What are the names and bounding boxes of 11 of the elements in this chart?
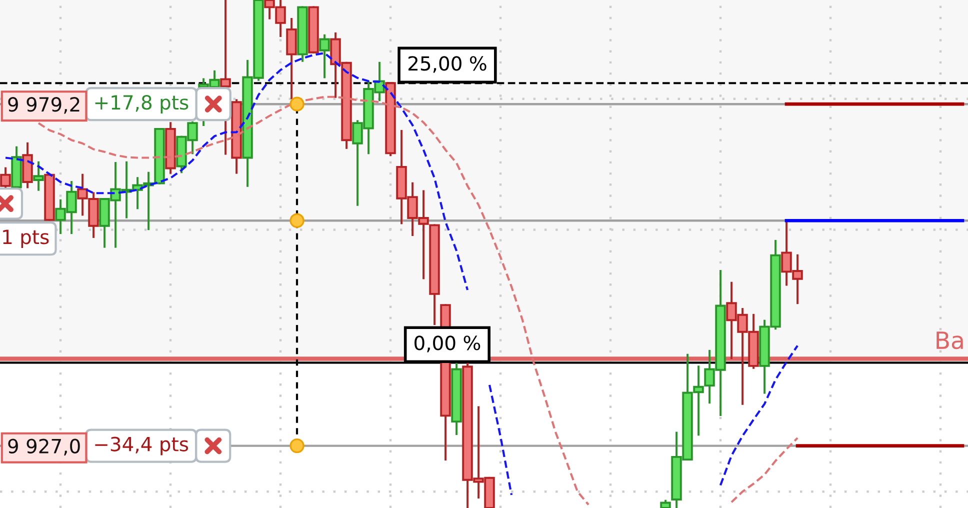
- y-tick-label: 9 979,2: [8, 97, 80, 114]
- candlestick: [319, 34, 330, 78]
- y-tick-label: 9 927,0: [8, 438, 80, 456]
- ref-line-label: Ba: [936, 332, 963, 350]
- annotation: 0,00 %: [414, 336, 480, 352]
- annotation: +17,8 pts: [95, 95, 188, 114]
- candlestick: [33, 161, 44, 191]
- annotation: 1 pts: [3, 230, 49, 248]
- annotation: 25,00 %: [408, 56, 486, 73]
- candlestick: [0, 167, 11, 188]
- annotation: −34,4 pts: [95, 436, 188, 456]
